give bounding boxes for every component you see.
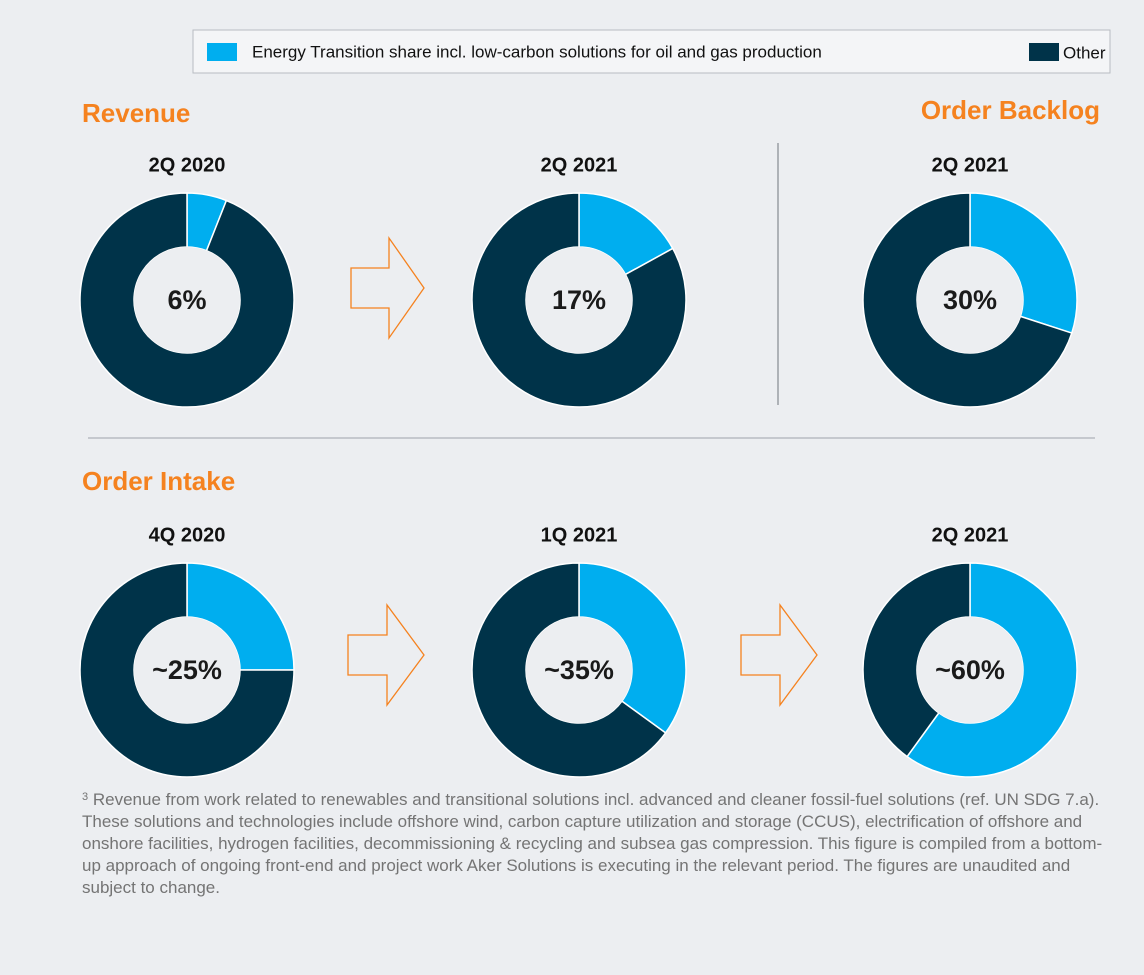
legend-swatch	[207, 43, 237, 61]
footnote: 3 Revenue from work related to renewable…	[82, 786, 1112, 899]
section-title: Order Backlog	[921, 95, 1100, 125]
chart-title: 4Q 2020	[149, 524, 226, 546]
arrows	[347, 235, 818, 707]
donut-hole	[526, 247, 632, 353]
chart-title: 2Q 2021	[541, 154, 618, 176]
legend-box	[192, 29, 1111, 74]
arrow	[740, 603, 818, 707]
chart-title: 2Q 2021	[932, 524, 1009, 546]
arrow	[350, 235, 425, 341]
donut-slice	[862, 562, 971, 758]
donut-hole	[526, 617, 632, 723]
arrow	[347, 603, 425, 707]
chart-title: 2Q 2020	[149, 154, 226, 176]
section-title: Order Intake	[82, 466, 235, 496]
center-label: ~25%	[152, 655, 222, 685]
donut-hole	[134, 247, 240, 353]
section-title: Revenue	[82, 98, 190, 128]
chart-title: 1Q 2021	[541, 524, 618, 546]
legend-swatch	[1029, 43, 1059, 61]
center-label: 30%	[943, 285, 997, 315]
footnote-text: Revenue from work related to renewables …	[82, 790, 1103, 897]
center-label: ~35%	[544, 655, 614, 685]
donut-slice	[79, 192, 295, 408]
center-label: 6%	[167, 285, 206, 315]
donut-hole	[917, 247, 1023, 353]
donut-hole	[134, 617, 240, 723]
center-label: 17%	[552, 285, 606, 315]
donut-hole	[917, 617, 1023, 723]
legend-label: Other	[1063, 43, 1106, 62]
chart-title: 2Q 2021	[932, 154, 1009, 176]
center-label: ~60%	[935, 655, 1005, 685]
donut-slice	[578, 562, 687, 734]
legend-label: Energy Transition share incl. low-carbon…	[252, 42, 822, 61]
footnote-marker: 3	[82, 791, 89, 803]
